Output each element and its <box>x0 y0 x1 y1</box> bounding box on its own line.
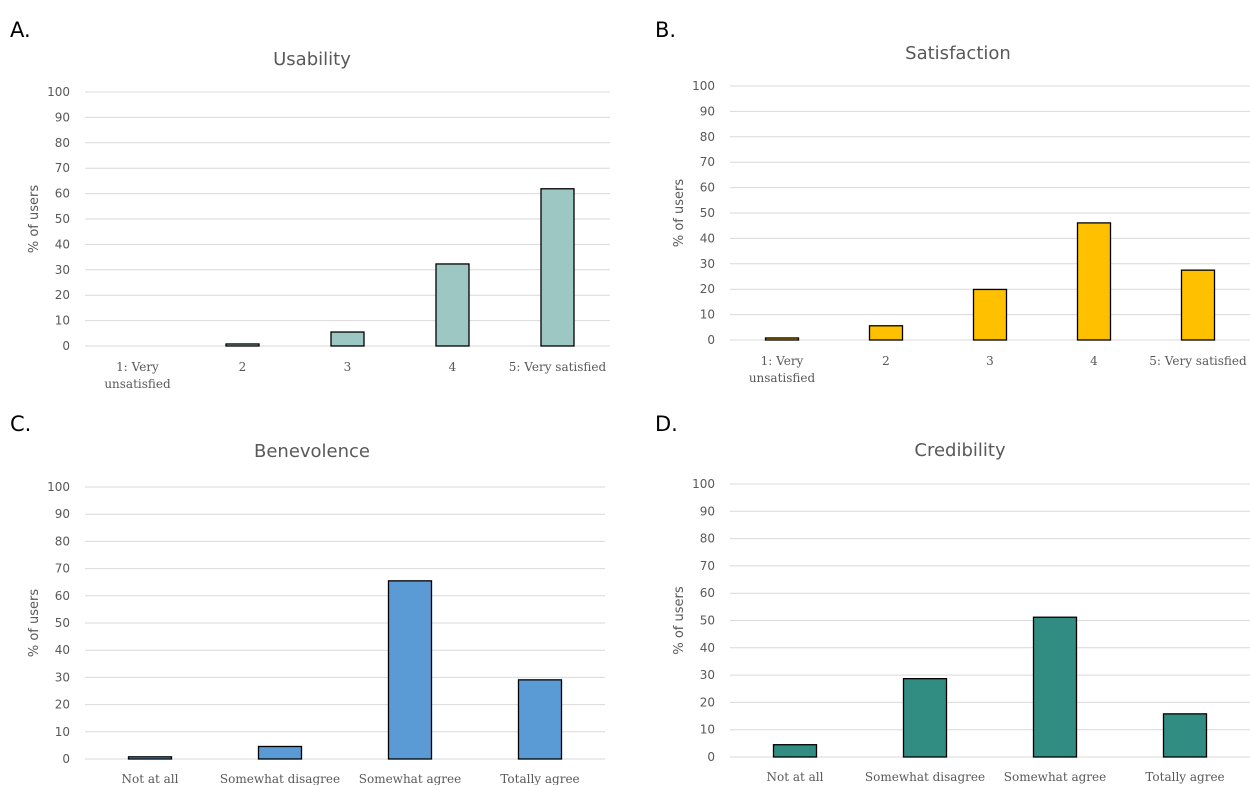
x-tick-label-b: 2 <box>882 354 890 368</box>
panel-label-a: A. <box>10 18 31 42</box>
bar-a-5 <box>540 188 575 347</box>
y-tick-label-a: 80 <box>55 136 70 150</box>
bar-c-3 <box>387 580 433 760</box>
x-tick-label-c: Somewhat disagree <box>220 772 340 785</box>
x-tick-label-c: Somewhat agree <box>359 772 462 785</box>
y-axis-label-b: % of users <box>672 179 687 248</box>
y-tick-label-a: 60 <box>55 187 70 201</box>
x-tick-label-c: Not at all <box>122 772 179 785</box>
y-tick-label-b: 90 <box>700 104 715 118</box>
y-tick-label-b: 60 <box>700 181 715 195</box>
y-tick-label-d: 100 <box>692 477 715 491</box>
y-tick-label-a: 30 <box>55 263 70 277</box>
y-tick-label-b: 20 <box>700 282 715 296</box>
y-tick-label-a: 100 <box>47 85 70 99</box>
x-tick-label-d: Somewhat disagree <box>865 770 985 784</box>
bar-c-1 <box>127 756 173 760</box>
x-tick-label-a: 1: Very <box>116 360 159 374</box>
y-tick-label-c: 40 <box>55 643 70 657</box>
y-axis-label-d: % of users <box>672 586 687 655</box>
y-tick-label-b: 0 <box>707 333 715 347</box>
x-tick-label-d: Totally agree <box>1145 770 1224 784</box>
y-tick-label-a: 50 <box>55 212 70 226</box>
bar-a-2 <box>225 343 260 347</box>
x-tick-label-b: 1: Very <box>761 354 804 368</box>
x-tick-label-b: 3 <box>986 354 994 368</box>
y-tick-label-d: 90 <box>700 504 715 518</box>
y-tick-label-c: 80 <box>55 534 70 548</box>
y-tick-label-d: 20 <box>700 695 715 709</box>
y-tick-label-b: 50 <box>700 206 715 220</box>
y-axis-label-a: % of users <box>27 185 42 254</box>
y-tick-label-a: 0 <box>62 339 70 353</box>
y-tick-label-c: 60 <box>55 589 70 603</box>
bar-d-1 <box>772 744 818 758</box>
y-tick-label-b: 40 <box>700 231 715 245</box>
x-tick-label-c: Totally agree <box>500 772 579 785</box>
y-tick-label-d: 10 <box>700 723 715 737</box>
y-tick-label-d: 50 <box>700 614 715 628</box>
bar-c-4 <box>517 679 563 760</box>
y-tick-label-d: 80 <box>700 532 715 546</box>
chart-title-d: Credibility <box>914 440 1006 461</box>
bar-a-3 <box>330 331 365 347</box>
x-tick-label-a: 3 <box>344 360 352 374</box>
x-tick-label-a: unsatisfied <box>104 377 171 391</box>
x-tick-label-b: unsatisfied <box>749 371 816 385</box>
bar-b-4 <box>1076 222 1112 341</box>
y-tick-label-a: 90 <box>55 110 70 124</box>
panel-label-b: B. <box>655 18 677 42</box>
y-tick-label-c: 30 <box>55 670 70 684</box>
bar-b-3 <box>972 288 1008 341</box>
y-tick-label-a: 20 <box>55 288 70 302</box>
chart-title-c: Benevolence <box>254 441 370 462</box>
y-tick-label-a: 10 <box>55 314 70 328</box>
chart-title-a: Usability <box>273 49 351 70</box>
y-tick-label-c: 70 <box>55 562 70 576</box>
bar-a-4 <box>435 263 470 347</box>
y-tick-label-b: 70 <box>700 155 715 169</box>
x-tick-label-a: 5: Very satisfied <box>509 360 607 374</box>
bar-d-2 <box>902 677 948 758</box>
bar-b-2 <box>868 325 904 341</box>
y-tick-label-d: 0 <box>707 750 715 764</box>
y-tick-label-d: 40 <box>700 641 715 655</box>
bar-d-3 <box>1032 616 1078 758</box>
bar-b-5 <box>1180 269 1216 341</box>
chart-title-b: Satisfaction <box>905 43 1011 64</box>
x-tick-label-a: 4 <box>449 360 457 374</box>
y-tick-label-c: 10 <box>55 725 70 739</box>
x-tick-label-d: Not at all <box>767 770 824 784</box>
x-tick-label-b: 4 <box>1090 354 1098 368</box>
y-axis-label-c: % of users <box>27 589 42 658</box>
y-tick-label-c: 50 <box>55 616 70 630</box>
x-tick-label-b: 5: Very satisfied <box>1149 354 1247 368</box>
bar-d-4 <box>1162 713 1208 758</box>
y-tick-label-c: 20 <box>55 698 70 712</box>
panel-label-c: C. <box>10 412 32 436</box>
y-tick-label-d: 70 <box>700 559 715 573</box>
y-tick-label-c: 100 <box>47 480 70 494</box>
y-tick-label-c: 0 <box>62 752 70 766</box>
y-tick-label-a: 70 <box>55 161 70 175</box>
y-tick-label-b: 10 <box>700 308 715 322</box>
y-tick-label-c: 90 <box>55 507 70 521</box>
y-tick-label-b: 100 <box>692 79 715 93</box>
y-tick-label-d: 30 <box>700 668 715 682</box>
y-tick-label-d: 60 <box>700 586 715 600</box>
panel-label-d: D. <box>655 412 678 436</box>
x-tick-label-a: 2 <box>239 360 247 374</box>
y-tick-label-b: 30 <box>700 257 715 271</box>
x-tick-label-d: Somewhat agree <box>1004 770 1107 784</box>
y-tick-label-b: 80 <box>700 130 715 144</box>
bar-c-2 <box>257 745 303 760</box>
bar-b-1 <box>764 337 800 341</box>
y-tick-label-a: 40 <box>55 237 70 251</box>
